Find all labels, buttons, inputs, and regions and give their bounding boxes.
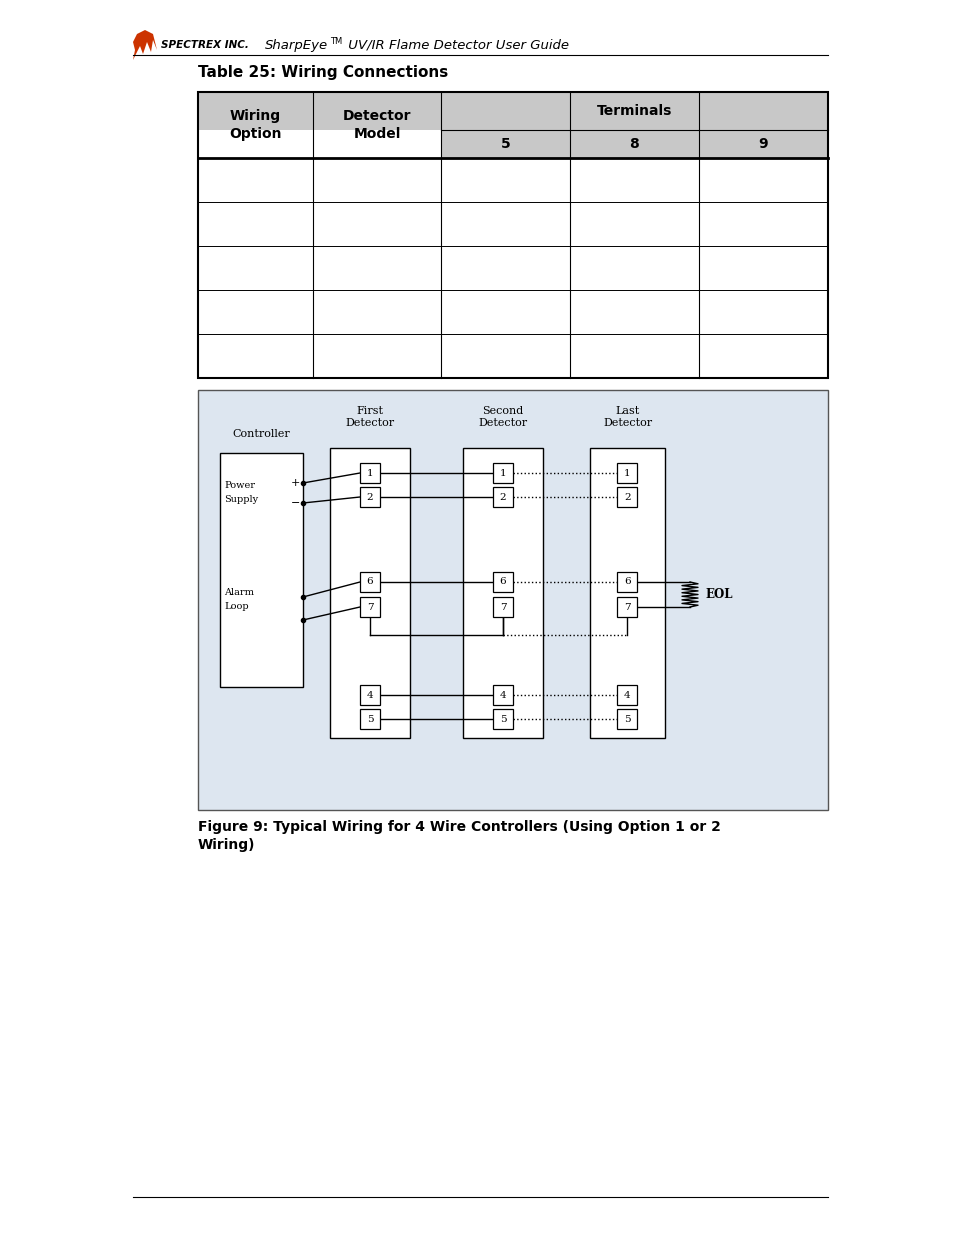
Polygon shape: [132, 30, 157, 61]
Bar: [493, 463, 513, 483]
Text: Supply: Supply: [224, 495, 258, 504]
Bar: [493, 709, 513, 729]
Text: 5: 5: [500, 137, 510, 151]
Text: 6: 6: [623, 578, 630, 587]
Text: Loop: Loop: [224, 601, 249, 611]
Text: 5: 5: [366, 715, 373, 724]
Text: 4: 4: [623, 690, 630, 699]
Bar: [617, 487, 637, 508]
Text: 7: 7: [366, 603, 373, 611]
Text: Table 25: Wiring Connections: Table 25: Wiring Connections: [198, 65, 448, 80]
Bar: [198, 390, 827, 810]
Bar: [493, 487, 513, 508]
Text: 7: 7: [499, 603, 506, 611]
Text: 5: 5: [623, 715, 630, 724]
Bar: [359, 572, 379, 592]
Text: Last
Detector: Last Detector: [602, 406, 652, 429]
Bar: [359, 597, 379, 618]
Text: 7: 7: [623, 603, 630, 611]
Text: −: −: [291, 498, 300, 508]
Text: 1: 1: [499, 468, 506, 478]
Text: 6: 6: [499, 578, 506, 587]
Text: 4: 4: [366, 690, 373, 699]
Bar: [198, 91, 827, 378]
Text: Figure 9: Typical Wiring for 4 Wire Controllers (Using Option 1 or 2
Wiring): Figure 9: Typical Wiring for 4 Wire Cont…: [198, 820, 720, 852]
Text: 2: 2: [623, 493, 630, 501]
Text: Detector
Model: Detector Model: [342, 110, 411, 141]
Text: 2: 2: [366, 493, 373, 501]
Text: First
Detector: First Detector: [345, 406, 395, 429]
Bar: [359, 685, 379, 705]
Text: 5: 5: [499, 715, 506, 724]
Bar: [359, 709, 379, 729]
Bar: [330, 448, 410, 739]
Bar: [440, 130, 827, 158]
Text: 6: 6: [366, 578, 373, 587]
Text: SPECTREX INC.: SPECTREX INC.: [161, 40, 249, 49]
Text: Controller: Controller: [233, 429, 290, 438]
Bar: [589, 448, 664, 739]
Text: 1: 1: [623, 468, 630, 478]
Text: Terminals: Terminals: [597, 104, 672, 119]
Bar: [359, 487, 379, 508]
Text: Second
Detector: Second Detector: [478, 406, 527, 429]
Text: EOL: EOL: [704, 588, 732, 601]
Bar: [617, 709, 637, 729]
Text: +: +: [291, 478, 300, 488]
Bar: [220, 453, 303, 687]
Bar: [617, 597, 637, 618]
Text: 4: 4: [499, 690, 506, 699]
Text: TM: TM: [330, 37, 342, 46]
Bar: [493, 597, 513, 618]
Text: Power: Power: [224, 480, 254, 490]
Bar: [617, 572, 637, 592]
Bar: [617, 685, 637, 705]
Text: 8: 8: [629, 137, 639, 151]
Text: Wiring
Option: Wiring Option: [229, 110, 281, 141]
Bar: [617, 463, 637, 483]
Text: Alarm: Alarm: [224, 588, 253, 597]
Text: UV/IR Flame Detector User Guide: UV/IR Flame Detector User Guide: [344, 38, 568, 52]
Text: SharpEye: SharpEye: [265, 38, 328, 52]
Bar: [198, 91, 827, 130]
Bar: [493, 685, 513, 705]
Bar: [493, 572, 513, 592]
Text: 2: 2: [499, 493, 506, 501]
Bar: [462, 448, 542, 739]
Text: 9: 9: [758, 137, 767, 151]
Bar: [359, 463, 379, 483]
Text: 1: 1: [366, 468, 373, 478]
